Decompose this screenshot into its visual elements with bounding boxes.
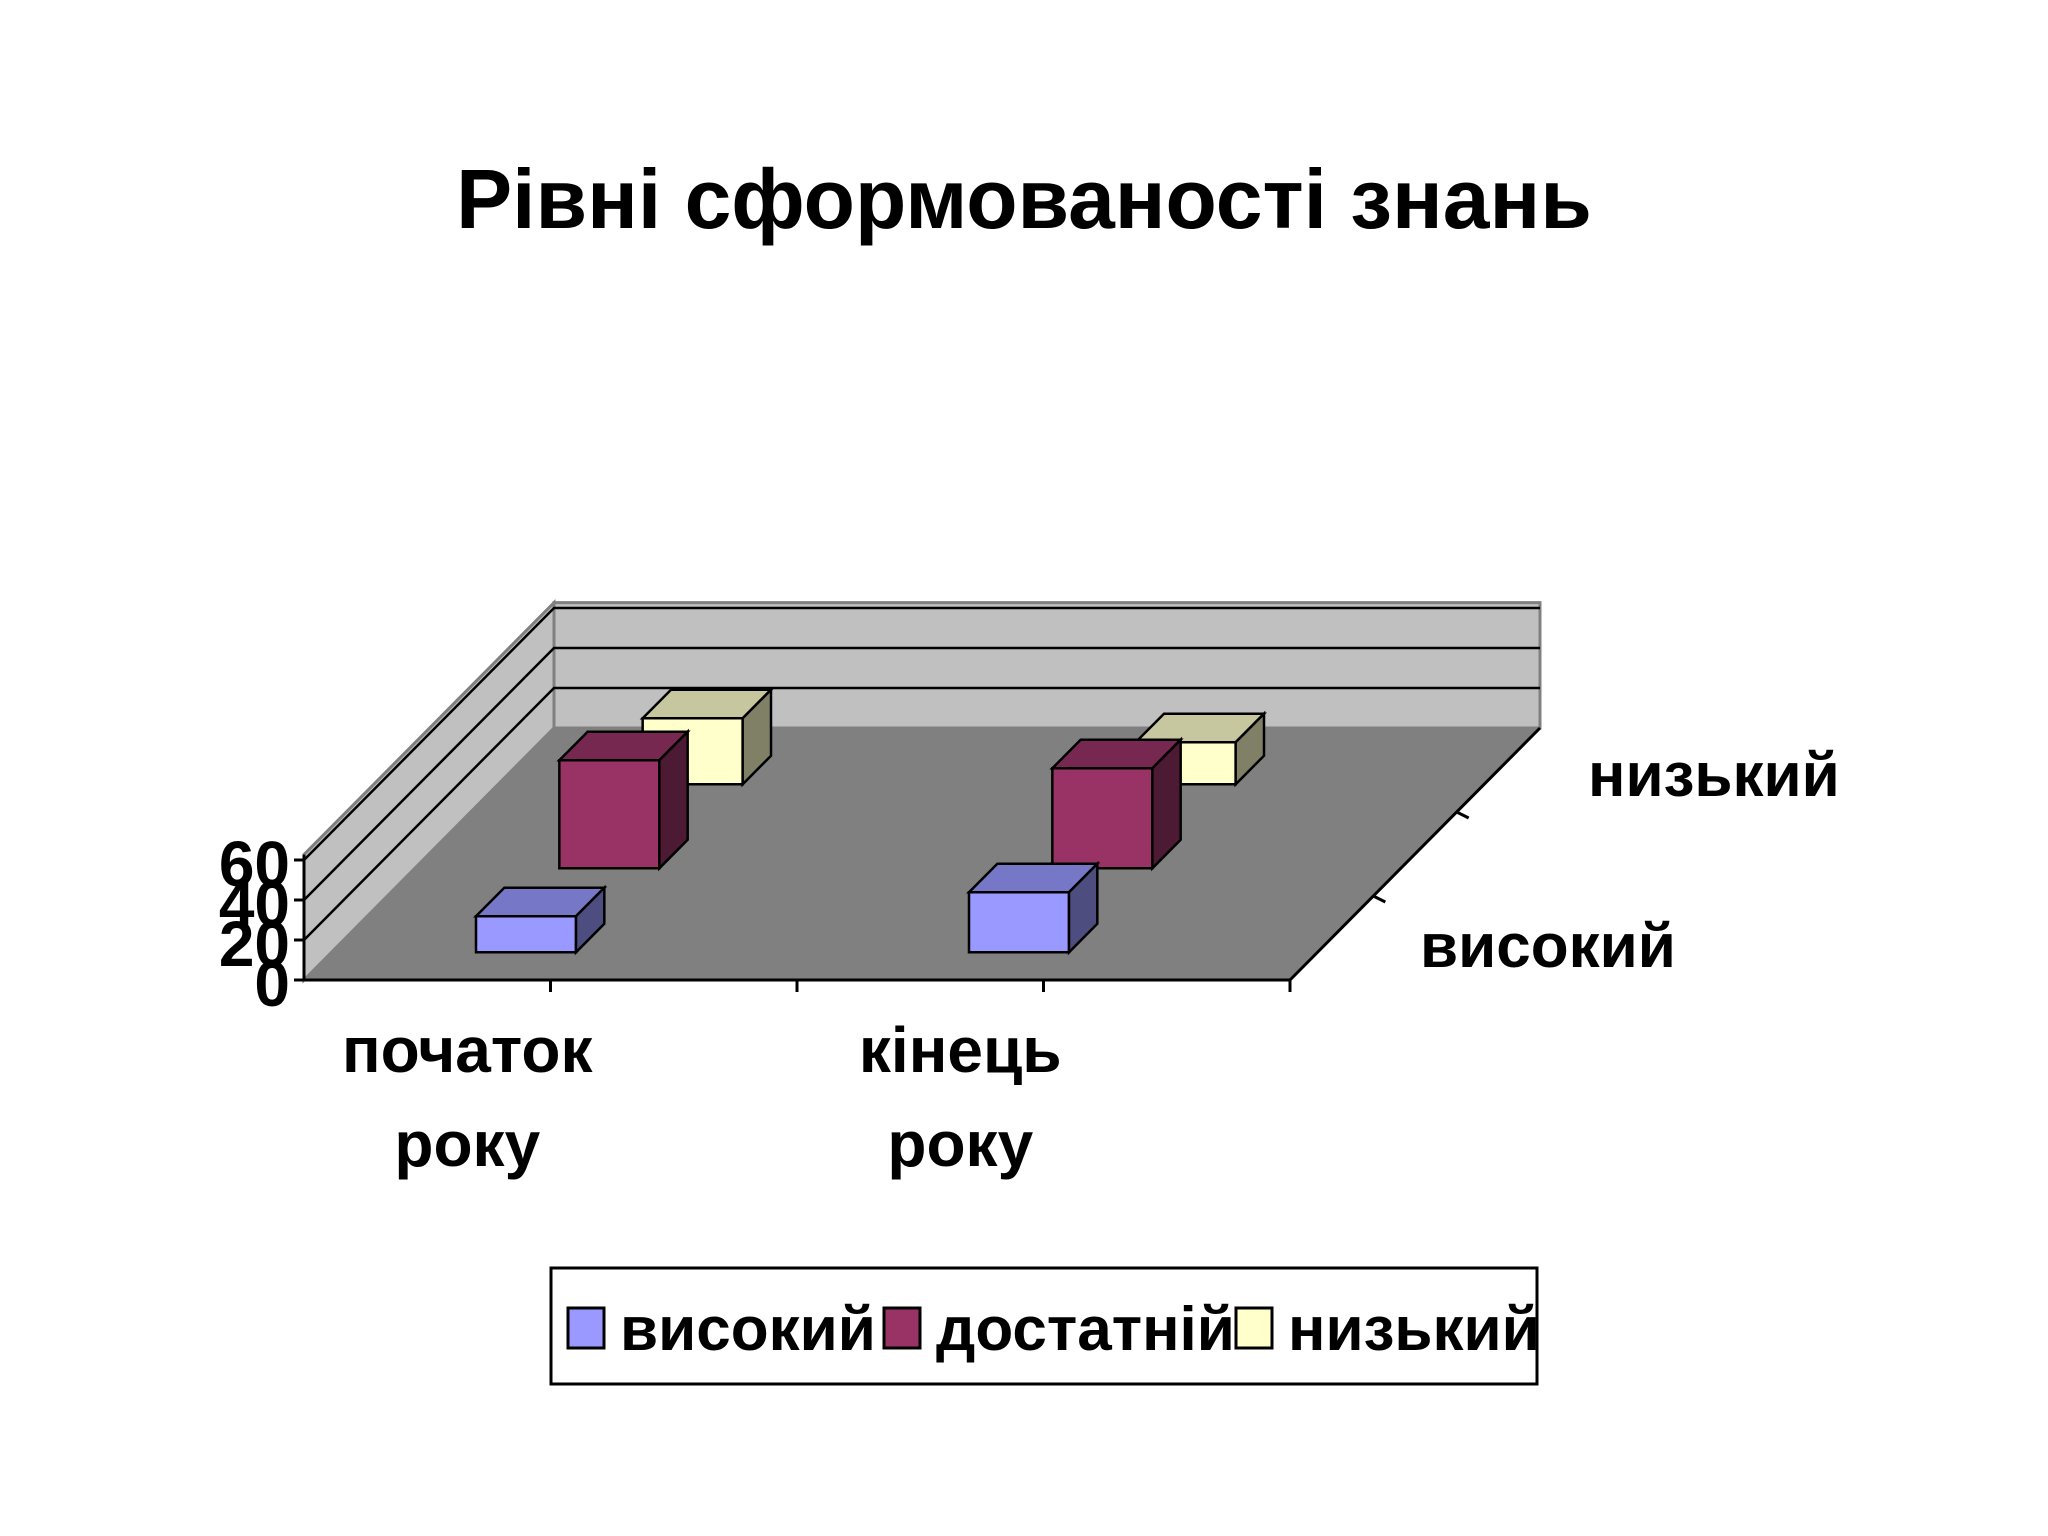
bar-front [967,891,1071,954]
gridline [303,606,1540,861]
legend: високий достатній низький [549,1266,1540,1386]
category-label: початок [342,1014,594,1086]
bar-side [1067,860,1099,956]
legend-item: низький [1234,1295,1540,1364]
legend-item: високий [566,1295,876,1364]
depth-label: високий [1420,912,1676,981]
bar [1049,736,1184,872]
depth-label: низький [1588,741,1840,810]
legend-label: достатній [936,1295,1235,1364]
legend-label: низький [1288,1295,1540,1364]
bar-front [558,759,661,870]
y-tick-label: 60 [219,828,290,900]
gridline [303,646,1540,901]
bar-side [1234,710,1266,788]
category-label: року [394,1108,540,1180]
bar [965,860,1101,956]
y-tick-label: 0 [254,948,290,1020]
bar [556,728,691,872]
chart-bars [472,686,1268,956]
legend-box [549,1266,1539,1386]
y-tick-label: 40 [219,868,290,940]
bar-side [574,884,606,956]
legend-swatch [566,1306,606,1350]
depth-tick [1455,810,1470,820]
bar [1132,710,1268,788]
chart-title: Рівні сформованості знань [456,152,1592,246]
depth-tick [1372,894,1387,904]
legend-swatch [882,1306,922,1350]
depth-axis [1288,726,1542,982]
bar-side [658,728,689,872]
bar-front [1051,767,1154,870]
gridline [303,686,1540,941]
legend-label: високий [620,1295,876,1364]
legend-swatch [1234,1306,1274,1350]
category-label: року [887,1108,1033,1180]
bar-front [474,915,578,954]
bar-side [741,686,773,788]
category-label: кінець [859,1014,1062,1086]
bar-side [1151,736,1182,872]
y-tick-label: 20 [219,908,290,980]
bar [472,884,608,956]
legend-item: достатній [882,1295,1235,1364]
